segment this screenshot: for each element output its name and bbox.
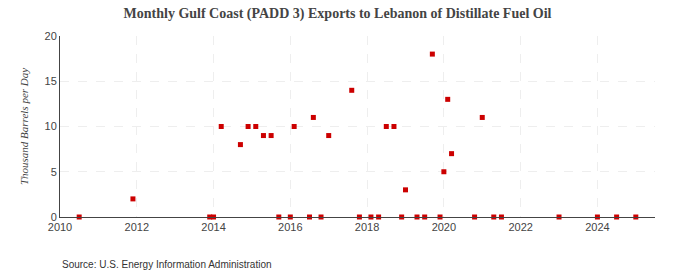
svg-text:15: 15 — [45, 75, 57, 87]
svg-text:Thousand Barrels per Day: Thousand Barrels per Day — [18, 68, 30, 185]
svg-text:2020: 2020 — [432, 221, 456, 233]
svg-text:10: 10 — [45, 120, 57, 132]
svg-text:20: 20 — [45, 30, 57, 42]
svg-text:2012: 2012 — [125, 221, 149, 233]
svg-text:2014: 2014 — [201, 221, 225, 233]
svg-text:2018: 2018 — [355, 221, 379, 233]
svg-text:2016: 2016 — [278, 221, 302, 233]
svg-text:5: 5 — [51, 166, 57, 178]
svg-text:0: 0 — [51, 211, 57, 223]
svg-text:2024: 2024 — [585, 221, 609, 233]
svg-text:Source: U.S. Energy Informatio: Source: U.S. Energy Information Administ… — [62, 259, 272, 270]
svg-text:2010: 2010 — [48, 221, 72, 233]
svg-text:Monthly Gulf Coast (PADD 3) Ex: Monthly Gulf Coast (PADD 3) Exports to L… — [124, 6, 552, 22]
svg-text:2022: 2022 — [508, 221, 532, 233]
